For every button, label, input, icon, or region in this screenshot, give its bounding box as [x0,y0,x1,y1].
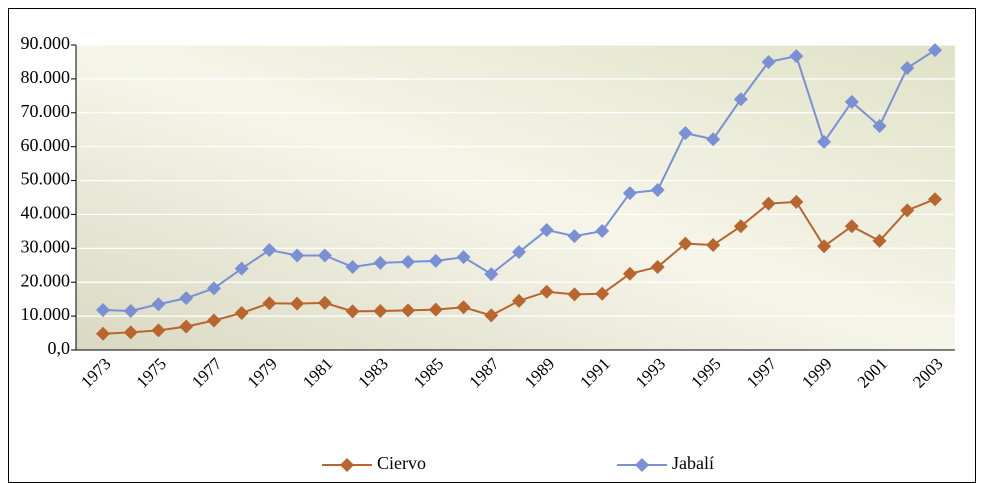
point [484,308,499,323]
legend-marker [340,458,354,472]
point [290,296,305,311]
y-tick-label: 80.000 [21,67,71,87]
legend-label: Ciervo [377,453,426,473]
point [151,297,166,312]
point [872,118,887,133]
point [96,303,110,318]
point [317,295,332,310]
point [179,291,194,306]
y-tick-label: 90.000 [21,33,71,53]
point [650,183,665,198]
point [622,186,637,201]
point [234,261,249,276]
point [900,61,915,76]
point [872,233,887,248]
point [539,223,554,238]
point [179,319,194,334]
y-tick-label: 50.000 [21,169,71,189]
point [706,237,721,252]
point [484,267,499,282]
point [123,304,138,319]
point [262,243,277,258]
y-tick-label: 70.000 [21,101,71,121]
point [928,43,942,58]
point [401,254,416,269]
point [567,287,582,302]
point [817,239,832,254]
point [706,132,721,147]
y-tick-label: 20.000 [21,270,71,290]
point [206,313,221,328]
point [512,293,526,308]
point [678,126,693,141]
point [401,303,416,318]
point [595,224,610,239]
point [151,323,166,338]
point [761,54,776,69]
y-tick-label: 60.000 [21,135,71,155]
point [456,250,471,265]
point [428,302,443,317]
point [595,286,610,301]
point [817,134,832,149]
point [456,300,471,315]
point [345,259,360,274]
point [928,192,942,207]
point [567,229,582,244]
point [317,248,332,263]
legend-marker [635,458,649,472]
point [650,259,665,274]
legend-label: Jabalí [672,453,714,473]
point [373,255,388,270]
y-tick-label: 30.000 [21,236,71,256]
point [900,203,915,218]
point [123,325,138,340]
point [844,94,859,109]
point [733,92,748,107]
point [290,248,305,263]
point [234,306,249,321]
point [761,196,776,211]
point [96,326,110,341]
y-tick-label: 40.000 [21,203,71,223]
point [789,49,804,64]
point [262,296,277,311]
point [512,245,526,260]
point [733,219,748,234]
point [373,304,388,319]
point [206,281,221,296]
point [678,236,693,251]
point [345,304,360,319]
y-tick-label: 0,0 [48,338,71,358]
point [789,194,804,209]
point [844,219,859,234]
y-tick-label: 10.000 [21,304,71,324]
point [428,253,443,268]
point [539,284,554,299]
point [622,266,637,281]
